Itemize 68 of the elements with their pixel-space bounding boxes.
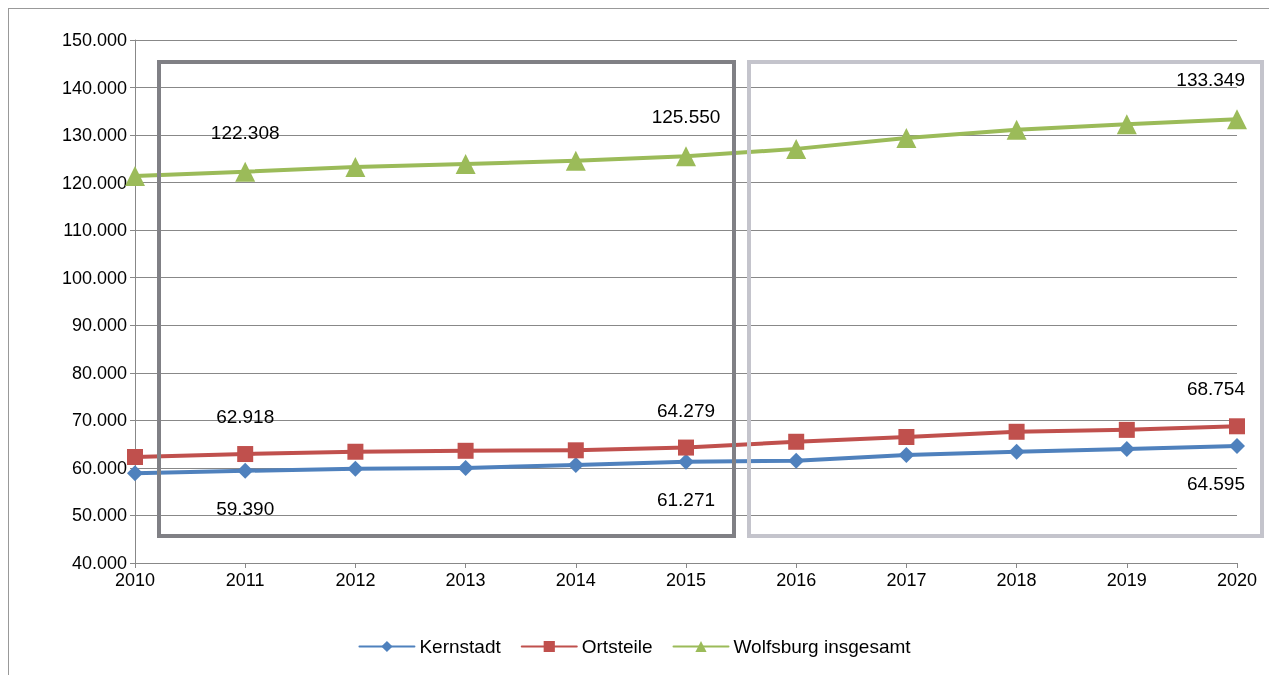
x-tick-label: 2020 <box>1216 570 1258 590</box>
point <box>896 127 917 148</box>
y-tick-label: 120.000 <box>61 172 127 193</box>
point <box>567 442 584 459</box>
point <box>1118 421 1135 438</box>
data-label: 59.390 <box>216 497 275 519</box>
data-label: 125.550 <box>651 106 721 128</box>
point <box>1118 440 1135 457</box>
x-tick-label: 2015 <box>665 570 707 590</box>
x-tick-label: 2010 <box>114 570 156 590</box>
point <box>347 460 364 477</box>
y-tick-label: 140.000 <box>61 77 127 98</box>
y-tick-label: 130.000 <box>61 125 127 146</box>
point <box>676 146 696 167</box>
y-tick-label: 110.000 <box>63 220 127 241</box>
point <box>788 452 805 469</box>
y-tick-label: 80.000 <box>71 362 127 383</box>
point <box>1006 119 1027 140</box>
data-label: 133.349 <box>1176 69 1245 91</box>
legend-label: Wolfsburg insgesamt <box>733 636 912 657</box>
point <box>127 448 143 465</box>
point <box>237 446 254 463</box>
point <box>1229 438 1245 455</box>
point <box>127 465 143 482</box>
x-tick-label: 2014 <box>555 570 596 590</box>
data-label: 61.271 <box>656 488 716 510</box>
point <box>1229 418 1245 435</box>
point <box>345 156 366 177</box>
point <box>565 150 586 171</box>
point <box>125 165 145 186</box>
legend-label: Ortsteile <box>581 636 653 657</box>
y-tick-label: 90.000 <box>71 315 127 336</box>
point <box>347 443 364 460</box>
data-label: 68.754 <box>1186 378 1246 400</box>
data-label: 62.918 <box>216 406 275 428</box>
x-tick-label: 2013 <box>445 570 486 590</box>
x-tick-label: 2017 <box>886 570 927 590</box>
x-tick-label: 2019 <box>1106 570 1147 590</box>
data-label: 122.308 <box>210 121 280 143</box>
x-tick-label: 2012 <box>335 570 376 590</box>
point <box>457 459 474 476</box>
x-tick-label: 2016 <box>776 570 817 590</box>
y-tick-label: 40.000 <box>71 553 127 573</box>
point <box>567 457 584 474</box>
point <box>235 161 256 182</box>
x-tick-label: 2011 <box>225 570 265 590</box>
point <box>678 439 694 456</box>
point <box>237 462 254 479</box>
y-tick-label: 60.000 <box>71 457 127 478</box>
point <box>457 442 474 459</box>
point <box>455 154 476 175</box>
point <box>898 429 915 445</box>
point <box>898 447 915 464</box>
y-tick-label: 100.000 <box>61 267 127 288</box>
y-tick-label: 50.000 <box>71 505 127 526</box>
y-tick-label: 150.000 <box>61 30 127 50</box>
point <box>678 453 694 470</box>
point <box>788 433 805 450</box>
point <box>1116 114 1137 135</box>
legend-label: Kernstadt <box>419 636 502 657</box>
point <box>1008 423 1025 440</box>
data-label: 64.279 <box>656 399 716 421</box>
point <box>1227 109 1247 130</box>
point <box>786 138 807 159</box>
x-tick-label: 2018 <box>996 570 1037 590</box>
y-tick-label: 70.000 <box>71 410 127 431</box>
data-label: 64.595 <box>1186 473 1245 495</box>
point <box>1008 443 1025 460</box>
